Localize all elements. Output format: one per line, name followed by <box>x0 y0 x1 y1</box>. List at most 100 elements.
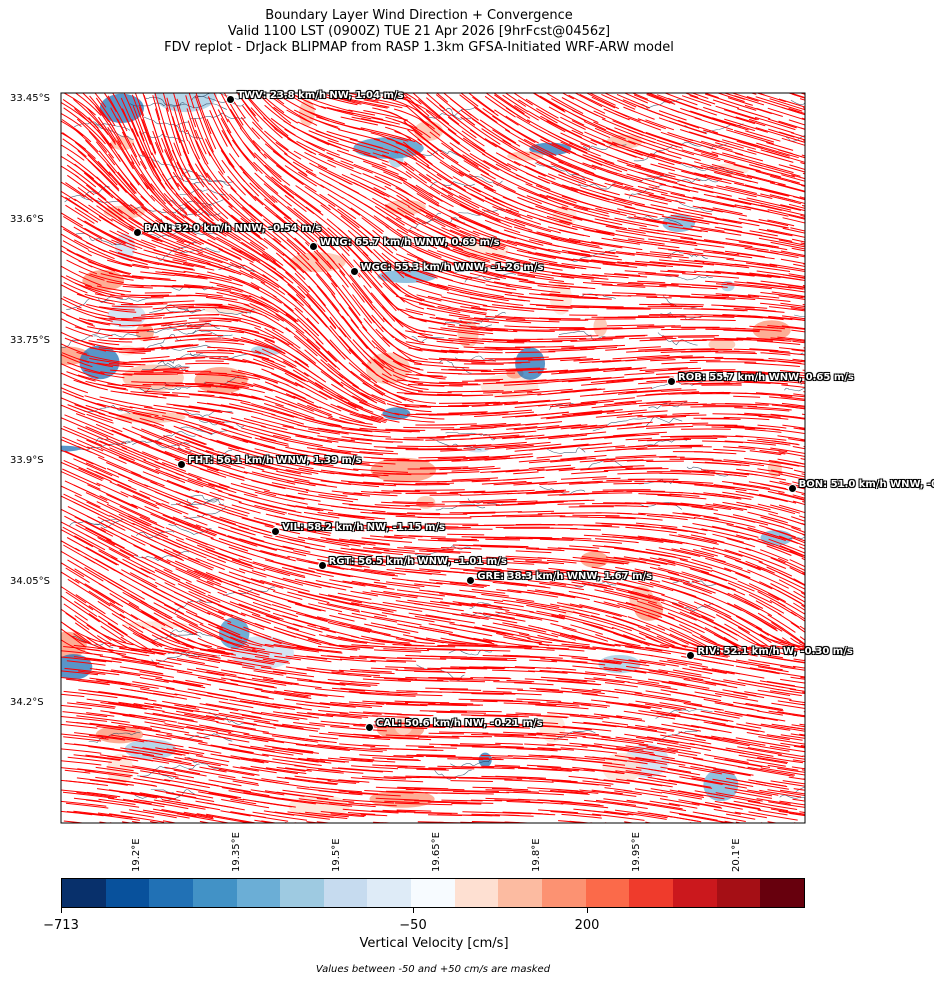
wind-streamline <box>778 120 805 130</box>
wind-streamline <box>163 260 194 267</box>
wind-streamline <box>704 824 737 830</box>
wind-streamline <box>404 161 432 182</box>
wind-streamline <box>746 197 802 211</box>
wind-streamline <box>152 207 190 234</box>
wind-streamline <box>304 186 336 208</box>
wind-streamline <box>371 314 395 339</box>
wind-streamline <box>305 241 332 270</box>
wind-streamline <box>614 273 641 276</box>
wind-streamline <box>220 274 260 290</box>
wind-streamline <box>249 229 285 256</box>
wind-streamline <box>85 527 125 549</box>
wind-streamline <box>219 383 265 394</box>
wind-streamline <box>250 526 306 542</box>
wind-streamline <box>240 612 271 624</box>
wind-streamline <box>800 359 805 362</box>
wind-streamline <box>227 380 254 388</box>
wind-streamline <box>777 435 805 441</box>
wind-streamline <box>284 372 332 400</box>
wind-streamline <box>626 173 667 186</box>
wind-streamline <box>513 572 541 576</box>
wind-streamline <box>103 93 117 113</box>
wind-streamline <box>319 193 357 220</box>
wind-streamline <box>231 504 261 514</box>
wind-streamline <box>723 329 760 333</box>
wind-streamline <box>701 615 740 637</box>
wind-streamline <box>328 204 360 229</box>
wind-streamline <box>583 525 620 528</box>
wind-streamline <box>140 526 188 549</box>
wind-streamline <box>67 362 105 375</box>
wind-streamline <box>788 203 805 209</box>
wind-streamline <box>205 548 253 567</box>
wind-streamline <box>304 270 340 312</box>
wind-streamline <box>540 139 571 155</box>
wind-streamline <box>700 140 733 151</box>
wind-streamline <box>793 590 805 599</box>
wind-streamline <box>329 579 366 587</box>
wind-streamline <box>87 822 91 823</box>
wind-streamline <box>174 436 219 453</box>
wind-streamline <box>108 548 156 574</box>
wind-streamline <box>161 503 189 515</box>
wind-streamline <box>96 285 132 293</box>
wind-streamline <box>481 423 521 428</box>
wind-streamline <box>272 294 294 312</box>
wind-streamline <box>494 109 519 126</box>
wind-streamline <box>470 423 507 427</box>
wind-streamline <box>414 151 453 180</box>
wind-streamline <box>560 476 607 480</box>
wind-streamline <box>658 547 701 557</box>
wind-streamline <box>293 207 332 240</box>
wind-streamline <box>601 217 647 228</box>
wind-streamline <box>194 461 220 471</box>
wind-streamline <box>194 163 211 186</box>
wind-streamline <box>119 415 172 434</box>
wind-streamline <box>243 493 296 508</box>
wind-streamline <box>206 825 232 830</box>
wind-streamline <box>792 446 805 450</box>
wind-streamline <box>154 461 202 480</box>
velocity-blob <box>299 99 315 127</box>
wind-streamline <box>656 150 682 159</box>
wind-streamline <box>254 504 287 514</box>
wind-streamline <box>173 106 190 155</box>
wind-streamline <box>803 612 805 615</box>
wind-streamline <box>615 149 644 160</box>
wind-streamline <box>144 390 170 393</box>
wind-streamline <box>604 182 630 191</box>
wind-streamline <box>746 337 785 341</box>
wind-streamline <box>677 207 713 215</box>
wind-streamline <box>188 472 230 488</box>
wind-streamline <box>195 93 212 135</box>
wind-streamline <box>793 822 800 823</box>
wind-streamline <box>394 429 426 431</box>
wind-streamline <box>209 109 228 147</box>
wind-streamline <box>381 252 411 273</box>
wind-streamline <box>360 269 397 312</box>
wind-streamline <box>813 384 848 390</box>
wind-streamline <box>405 330 433 336</box>
wind-streamline <box>307 593 360 606</box>
wind-streamline <box>87 159 120 192</box>
wind-streamline <box>485 538 521 541</box>
wind-streamline <box>428 327 485 336</box>
wind-streamline <box>678 184 714 194</box>
wind-streamline <box>616 582 665 596</box>
wind-streamline <box>381 414 435 423</box>
wind-streamline <box>712 251 740 256</box>
wind-streamline <box>285 271 326 313</box>
wind-streamline <box>507 270 554 279</box>
wind-streamline <box>613 431 667 437</box>
wind-streamline <box>601 237 640 245</box>
wind-streamline <box>668 120 707 134</box>
wind-streamline <box>548 567 589 574</box>
wind-streamline <box>155 229 185 243</box>
wind-streamline <box>758 462 793 470</box>
wind-streamline <box>539 825 568 827</box>
wind-streamline <box>416 229 464 251</box>
wind-streamline <box>373 581 420 589</box>
wind-streamline <box>782 217 805 224</box>
wind-streamline <box>802 691 805 693</box>
wind-streamline <box>63 215 103 240</box>
